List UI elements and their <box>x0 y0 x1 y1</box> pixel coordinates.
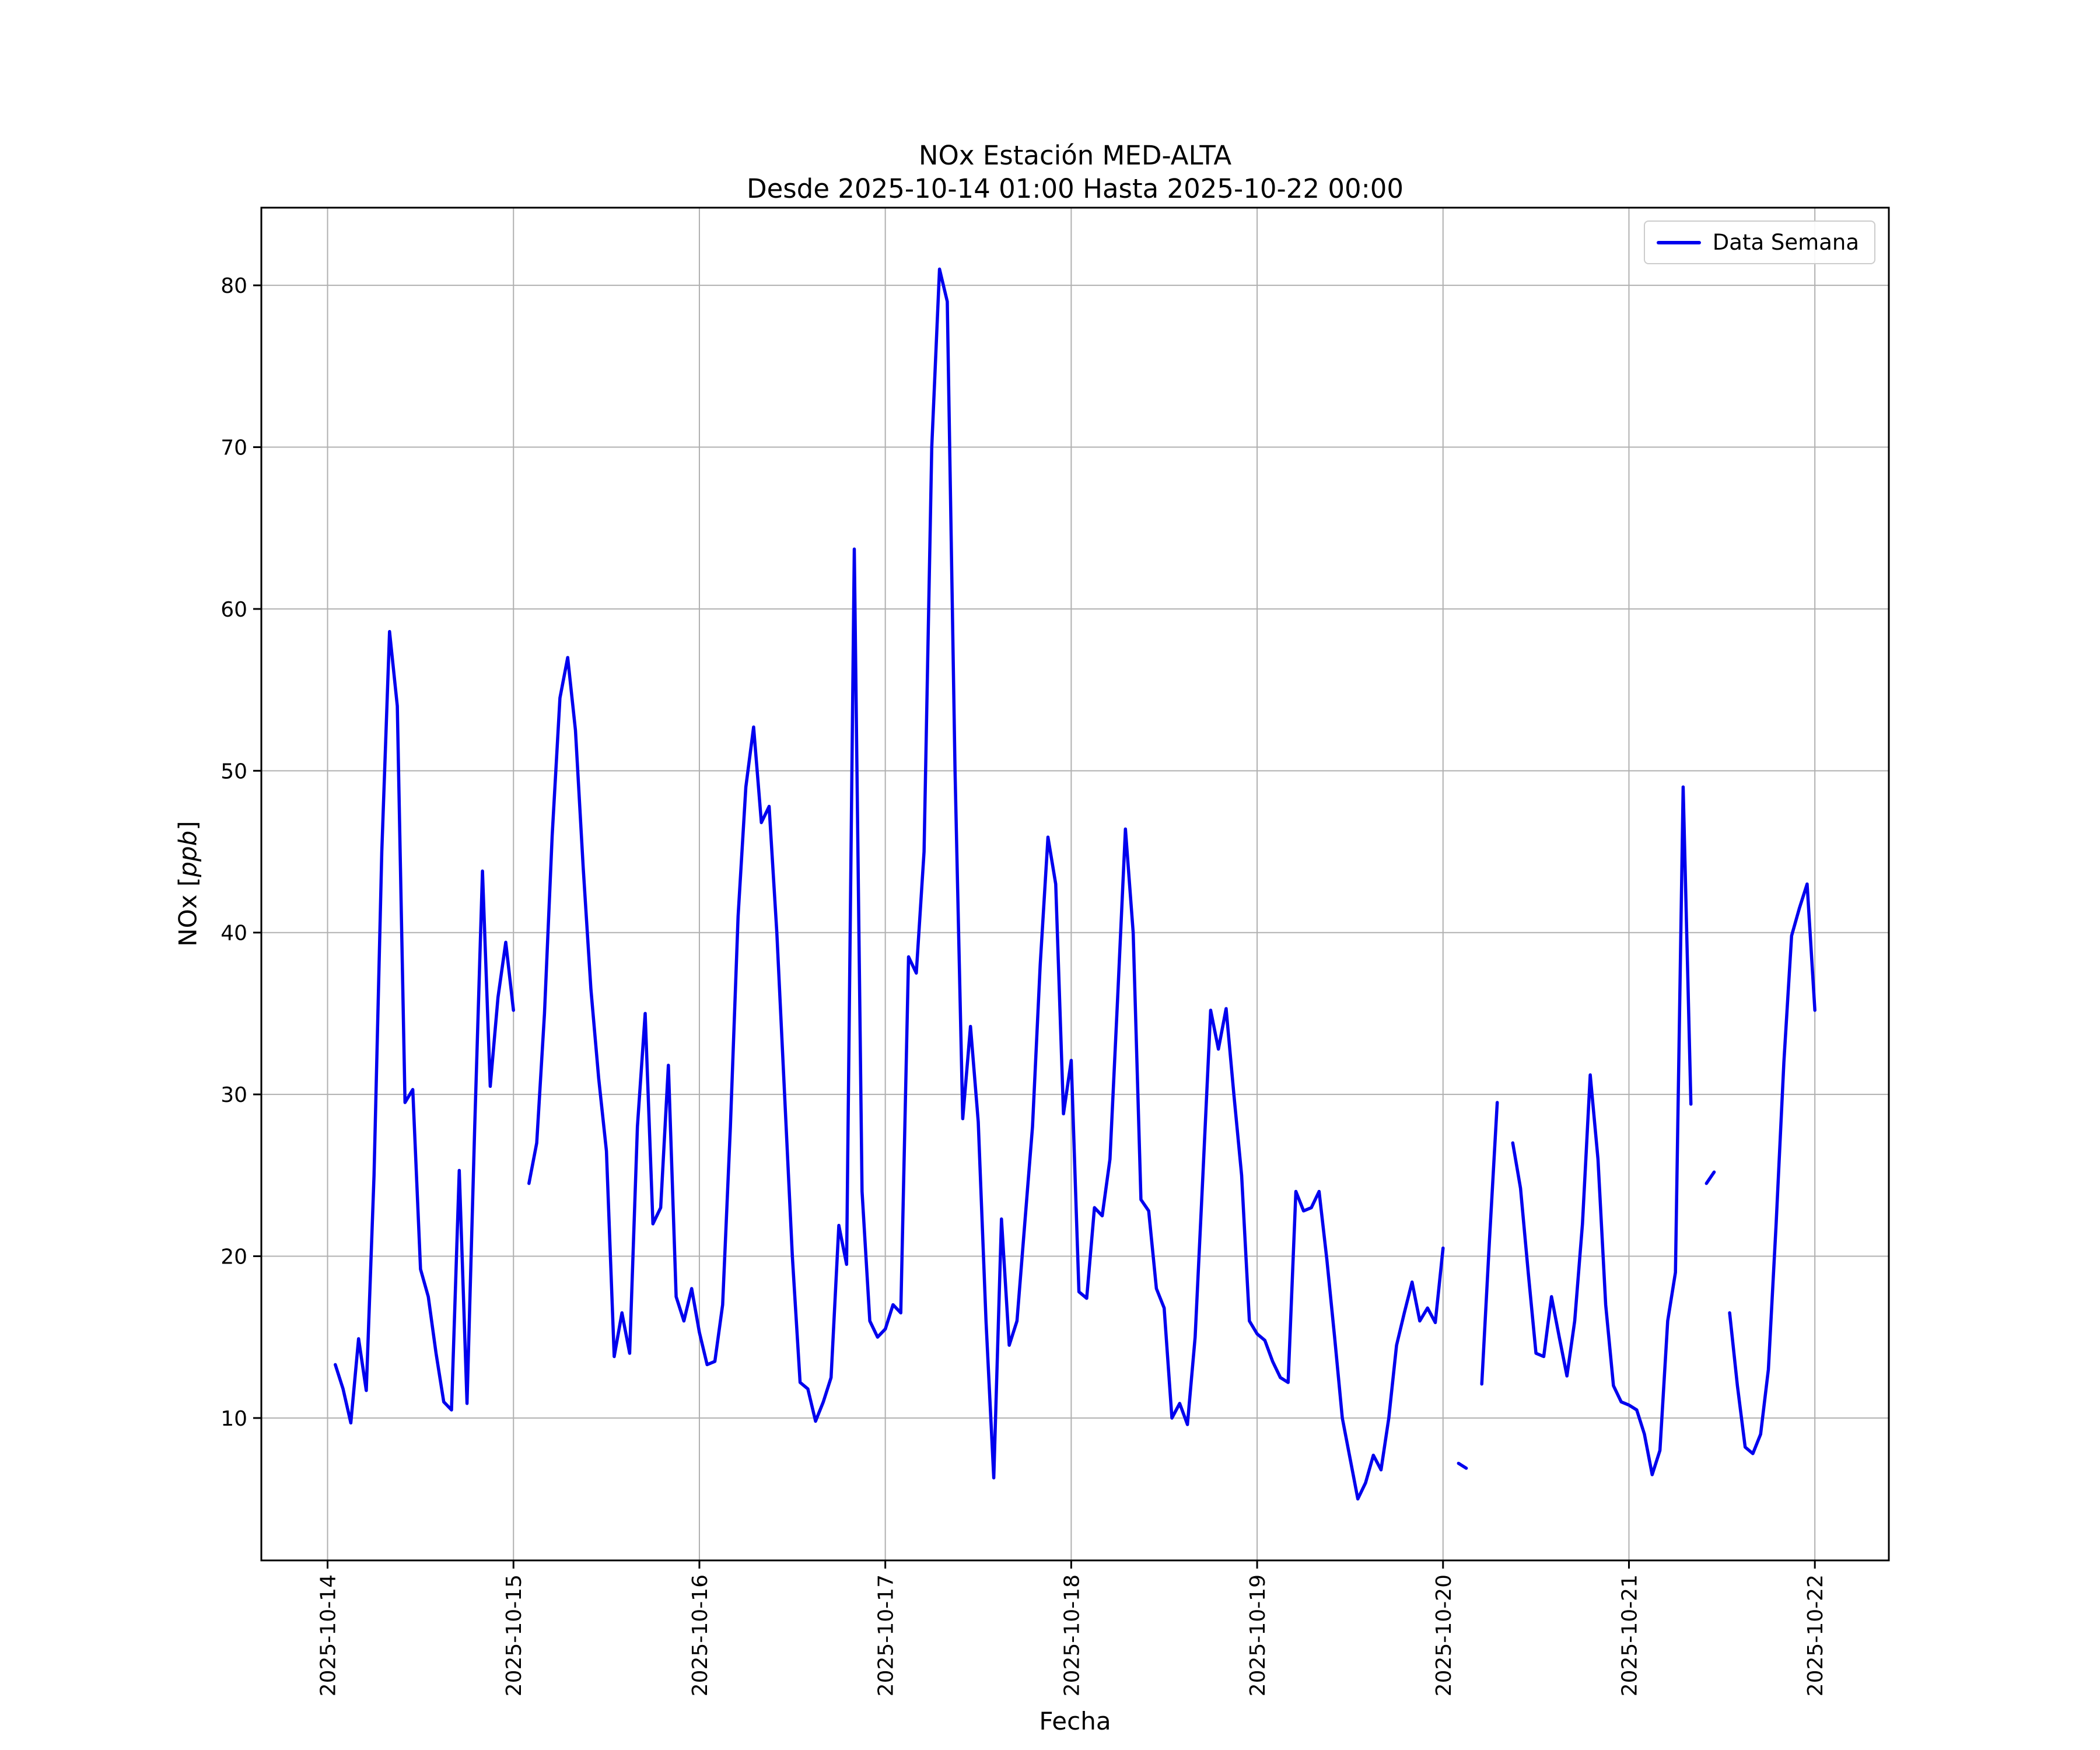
data-line <box>334 630 515 1424</box>
x-tick-label: 2025-10-16 <box>688 1574 712 1696</box>
x-tick-label: 2025-10-15 <box>502 1574 526 1696</box>
x-tick-label: 2025-10-14 <box>317 1574 341 1696</box>
axes-spines <box>260 206 1890 1562</box>
y-axis-label-suffix: ] <box>173 821 202 831</box>
y-tick-label: 50 <box>220 760 247 783</box>
y-tick-label: 60 <box>220 598 247 622</box>
y-tick-label: 10 <box>220 1407 247 1431</box>
y-axis-label: NOx [ppb] <box>174 821 202 946</box>
y-tick-label: 80 <box>220 274 247 298</box>
x-tick-label: 2025-10-18 <box>1060 1574 1084 1696</box>
data-line <box>1728 882 1817 1455</box>
chart-title: NOx Estación MED-ALTA Desde 2025-10-14 0… <box>261 139 1889 205</box>
x-tick-label: 2025-10-17 <box>874 1574 898 1696</box>
x-tick-label: 2025-10-21 <box>1618 1574 1642 1696</box>
data-line <box>527 267 1445 1501</box>
y-tick-label: 40 <box>220 922 247 946</box>
y-tick-label: 20 <box>220 1245 247 1269</box>
chart-title-line2: Desde 2025-10-14 01:00 Hasta 2025-10-22 … <box>746 173 1404 204</box>
data-line <box>1511 785 1693 1476</box>
legend-label: Data Semana <box>1712 230 1859 255</box>
y-tick-label: 30 <box>220 1083 247 1107</box>
data-line <box>1457 1461 1468 1470</box>
x-tick-label: 2025-10-22 <box>1804 1574 1828 1696</box>
x-tick-label: 2025-10-20 <box>1432 1574 1456 1696</box>
chart-title-line1: NOx Estación MED-ALTA <box>918 140 1232 171</box>
data-line <box>1704 1170 1716 1185</box>
legend: Data Semana <box>1643 220 1875 264</box>
y-tick-label: 70 <box>220 436 247 460</box>
y-axis-label-math: ppb <box>173 830 202 877</box>
legend-line-swatch <box>1656 240 1701 244</box>
data-line <box>1480 1101 1499 1386</box>
y-axis-label-prefix: NOx [ <box>173 877 202 947</box>
x-axis-label: Fecha <box>1039 1707 1111 1735</box>
x-tick-label: 2025-10-19 <box>1246 1574 1270 1696</box>
